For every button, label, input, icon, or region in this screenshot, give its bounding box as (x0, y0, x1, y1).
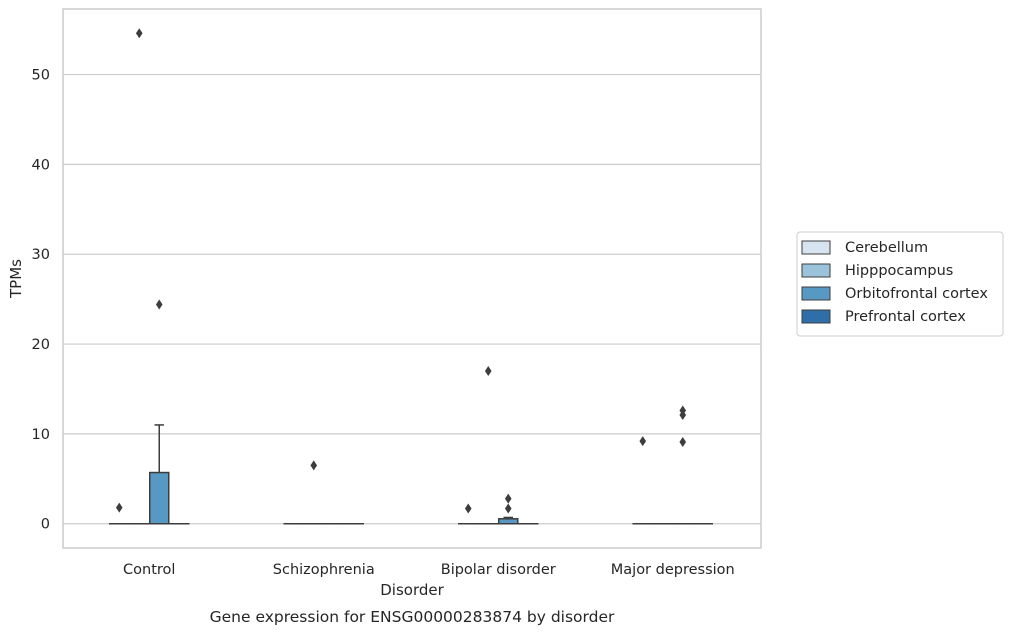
grid-lines (63, 73, 761, 525)
box-hipppocampus (303, 460, 324, 525)
y-tick-label: 50 (32, 68, 50, 84)
y-tick-label: 40 (32, 157, 50, 173)
box-cerebellum (632, 436, 653, 525)
outlier-point (310, 460, 318, 471)
outlier-point (155, 299, 163, 310)
outlier-point (504, 493, 512, 504)
outlier-point (679, 436, 687, 447)
legend-swatch (801, 309, 831, 324)
x-axis-ticks: Control Schizophrenia Bipolar disorder Majo… (123, 562, 735, 578)
box-cerebellum (458, 503, 479, 525)
x-tick-label: Schizophrenia (273, 562, 375, 578)
y-axis-ticks: 0 10 20 30 40 50 (32, 68, 50, 533)
legend-frame (796, 231, 1004, 337)
x-tick-label: Bipolar disorder (441, 562, 556, 578)
legend-label: Prefrontal cortex (845, 309, 966, 325)
y-axis-label: TPMs (7, 259, 25, 299)
chart-caption: Gene expression for ENSG00000283874 by d… (210, 608, 615, 626)
y-tick-label: 10 (32, 427, 50, 443)
box-orbitofrontal-cortex (672, 405, 693, 525)
x-tick-label: Major depression (611, 562, 735, 578)
legend-swatch (801, 240, 831, 255)
box-cerebellum (109, 502, 130, 525)
y-tick-label: 20 (32, 337, 50, 353)
legend-label: Orbitofrontal cortex (845, 286, 988, 302)
outlier-point (504, 503, 512, 514)
y-tick-label: 30 (32, 247, 50, 263)
box-series (109, 28, 713, 525)
y-tick-label: 0 (41, 517, 50, 533)
legend-label: Hipppocampus (845, 263, 953, 279)
outlier-point (639, 436, 647, 447)
outlier-point (135, 28, 143, 39)
box-hipppocampus (478, 366, 499, 525)
box-orbitofrontal-cortex (149, 299, 170, 525)
x-axis-label: Disorder (380, 581, 444, 599)
box-body (149, 471, 170, 525)
box-orbitofrontal-cortex (498, 493, 519, 525)
outlier-point (115, 502, 123, 513)
legend: Cerebellum Hipppocampus Orbitofrontal cort… (796, 231, 1004, 337)
legend-label: Cerebellum (845, 240, 928, 256)
legend-swatch (801, 286, 831, 301)
outlier-point (464, 503, 472, 514)
x-tick-label: Control (123, 562, 175, 578)
plot-frame (62, 8, 762, 549)
box-hipppocampus (129, 28, 150, 525)
outlier-point (679, 405, 687, 416)
outlier-point (484, 366, 492, 377)
legend-swatch (801, 263, 831, 278)
